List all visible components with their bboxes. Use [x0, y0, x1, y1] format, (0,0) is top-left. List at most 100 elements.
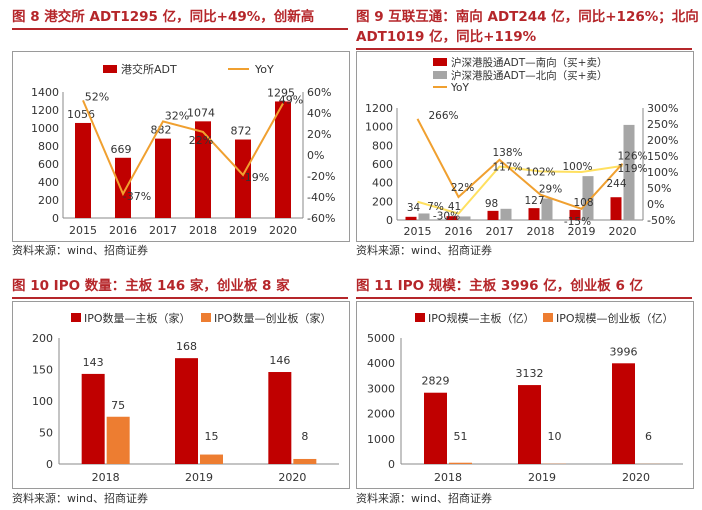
line-label-south: 138% [492, 147, 522, 159]
bar-main [612, 363, 635, 464]
bar-label: 168 [176, 340, 197, 353]
bar-label: 34 [407, 202, 421, 214]
chart-plot: IPO规模—主板（亿） IPO规模—创业板（亿） 0 1000 2000 3000 4000… [367, 311, 683, 484]
x-tick-label: 2016 [445, 225, 473, 238]
x-tick-label: 2017 [149, 224, 177, 237]
yoy-north-line [417, 164, 623, 215]
y-tick-left: 0 [52, 212, 59, 225]
legend-swatch [103, 65, 117, 73]
source-note: 资料来源：wind、招商证券 [12, 492, 149, 505]
source-note: 资料来源：wind、招商证券 [356, 492, 493, 505]
x-tick-label: 2019 [229, 224, 257, 237]
bar-label: 15 [205, 430, 219, 443]
y-tick-right: -20% [307, 170, 335, 183]
y-tick-right: -40% [307, 191, 335, 204]
bar-label: 98 [485, 198, 498, 210]
line-label: 32% [165, 109, 189, 122]
bar [75, 122, 91, 218]
x-tick-label: 2018 [434, 471, 462, 484]
bar-north [582, 176, 594, 220]
title-rule [356, 48, 692, 50]
line-label: -37% [123, 190, 151, 203]
bar-south [528, 208, 540, 220]
y-tick-left: 0 [386, 214, 393, 227]
y-tick-left: 200 [38, 194, 59, 207]
y-tick-left: 600 [38, 158, 59, 171]
line-label-south: 22% [451, 182, 474, 194]
legend-label: IPO数量—创业板（家） [214, 311, 332, 325]
bar-label: 143 [83, 356, 104, 369]
y-tick-right: 200% [647, 134, 678, 147]
line-label-south: 266% [428, 110, 458, 122]
legend-label: YoY [254, 63, 274, 76]
line-label-north: 119% [617, 163, 647, 175]
chart-plot: 港交所ADT YoY 0 200 400 600 800 1000 1200 1400 -60% -4… [31, 62, 335, 237]
chart-title: 图 11 IPO 规模：主板 3996 亿，创业板 6 亿 [356, 278, 644, 294]
legend-label: 沪深港股通ADT—南向（买+卖） [451, 56, 607, 69]
y-tick: 150 [32, 364, 53, 377]
bar [195, 121, 211, 218]
chart-frame: IPO规模—主板（亿） IPO规模—创业板（亿） 0 1000 2000 3000 4000… [356, 301, 694, 489]
x-tick-label: 2019 [568, 225, 596, 238]
bar-north [459, 216, 471, 220]
legend-swatch [543, 313, 553, 322]
x-tick-label: 2020 [278, 471, 306, 484]
y-tick-left: 800 [372, 139, 393, 152]
bar-label: 108 [573, 197, 593, 209]
bar-north [418, 213, 430, 220]
bar-south [405, 216, 417, 220]
bar-label: 8 [301, 430, 308, 443]
x-tick-label: 2018 [527, 225, 555, 238]
y-tick-left: 600 [372, 158, 393, 171]
bar-secondary [449, 462, 472, 464]
legend-label: IPO规模—创业板（亿） [556, 311, 674, 325]
bar-south [487, 210, 499, 220]
bar-south [610, 197, 622, 220]
bar-main [81, 373, 105, 464]
y-tick-left: 1400 [31, 86, 59, 99]
legend-label: IPO数量—主板（家） [84, 311, 191, 325]
yoy-south-line [416, 118, 624, 210]
line-label-south: -15% [564, 216, 591, 228]
x-tick-label: 2015 [69, 224, 97, 237]
bar-north [541, 198, 553, 220]
chart-title-line2: ADT1019 亿，同比+119% [356, 29, 537, 45]
y-tick-right: 250% [647, 118, 678, 131]
bar [115, 157, 131, 218]
x-tick-label: 2020 [609, 225, 637, 238]
x-tick-label: 2020 [622, 471, 650, 484]
legend-swatch [201, 313, 211, 322]
x-tick-label: 2017 [486, 225, 514, 238]
chart-title: 图 8 港交所 ADT1295 亿，同比+49%，创新高 [12, 9, 315, 25]
y-tick-left: 1000 [31, 122, 59, 135]
bar-south [446, 216, 458, 220]
source-note: 资料来源：wind、招商证券 [12, 244, 149, 257]
y-tick-right: 40% [307, 107, 331, 120]
bar-label: 3996 [610, 345, 638, 358]
legend-label: 沪深港股通ADT—北向（买+卖） [451, 69, 607, 82]
y-tick-right: 300% [647, 102, 678, 115]
legend-label: YoY [450, 82, 469, 94]
y-tick-left: 400 [38, 176, 59, 189]
y-tick-right: 100% [647, 166, 678, 179]
line-label: 49% [279, 94, 303, 107]
bar-north [500, 208, 512, 220]
chart-plot: IPO数量—主板（家） IPO数量—创业板（家） 0 50 100 150 200 143 75… [32, 311, 339, 484]
x-tick-label: 2016 [109, 224, 137, 237]
bar-label: 244 [606, 178, 626, 190]
y-tick-right: 50% [647, 182, 671, 195]
legend-swatch [415, 313, 425, 322]
y-tick: 100 [32, 395, 53, 408]
y-tick-right: 0% [307, 149, 324, 162]
bar [275, 101, 291, 218]
y-tick-right: -60% [307, 212, 335, 225]
bar-label: 41 [448, 201, 461, 213]
legend-swatch [433, 71, 447, 79]
bar-label: 2829 [422, 375, 450, 388]
bar-label: 75 [111, 399, 125, 412]
bar-north [623, 124, 635, 220]
line-label-north: -30% [433, 211, 460, 223]
bar [155, 138, 171, 218]
y-tick: 3000 [367, 382, 395, 395]
y-tick-right: -50% [647, 214, 675, 227]
